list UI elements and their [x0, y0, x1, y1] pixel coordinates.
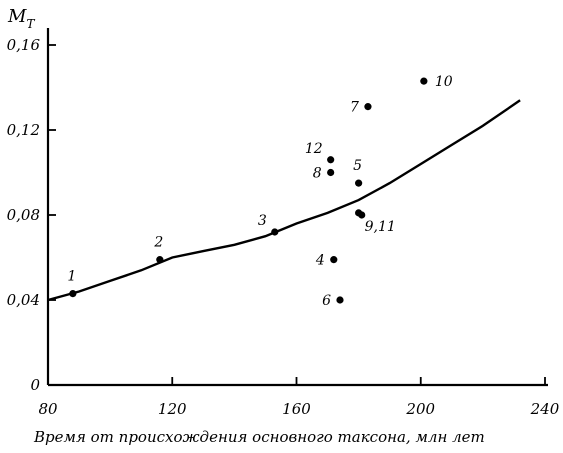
x-tick-label: 120 — [158, 400, 187, 418]
y-axis-label-main: M — [7, 6, 27, 27]
trend-group — [47, 99, 521, 302]
y-tick-label: 0 — [30, 376, 40, 394]
data-point-3 — [271, 228, 279, 236]
point-label-2: 2 — [153, 235, 163, 251]
data-point-5 — [355, 179, 363, 187]
data-point-10 — [420, 77, 428, 85]
point-label-10: 10 — [435, 74, 453, 90]
labels-group: MT Время от происхождения основного таксо… — [7, 6, 485, 446]
y-axis-label-subscript: T — [26, 17, 35, 31]
axes — [46, 28, 548, 387]
data-point-2 — [156, 256, 164, 264]
x-tick-label: 160 — [282, 400, 311, 418]
point-label-12: 12 — [305, 141, 323, 157]
x-tick-label: 200 — [405, 400, 435, 418]
y-axis-label: MT — [7, 6, 35, 31]
point-label-4: 4 — [315, 253, 325, 269]
x-axis-label: Время от происхождения основного таксона… — [33, 428, 485, 446]
trend-curve — [47, 99, 521, 302]
x-tick-label: 80 — [38, 400, 58, 418]
data-point-4 — [330, 256, 338, 264]
data-point-12 — [327, 156, 335, 164]
y-tick-label: 0,12 — [7, 121, 40, 139]
point-label-6: 6 — [322, 293, 331, 309]
point-label-7: 7 — [350, 100, 359, 116]
data-point-1 — [69, 290, 77, 298]
points-group — [69, 77, 428, 304]
x-tick-label: 240 — [530, 400, 560, 418]
data-point-7 — [364, 103, 372, 111]
point-label-5: 5 — [353, 158, 362, 174]
point-label-3: 3 — [258, 213, 267, 229]
point-label-1: 1 — [67, 269, 76, 285]
data-point-6 — [336, 296, 344, 304]
data-point-extra — [358, 211, 366, 219]
data-point-8 — [327, 168, 335, 177]
point-label-8: 8 — [313, 166, 322, 182]
ticks: 0 0,04 0,08 0,12 0,16 80 120 160 200 240 — [7, 36, 560, 418]
y-tick-label: 0,08 — [7, 206, 40, 224]
point-label-9-11: 9,11 — [365, 219, 396, 235]
y-tick-label: 0,16 — [7, 36, 41, 54]
y-tick-label: 0,04 — [7, 291, 40, 309]
